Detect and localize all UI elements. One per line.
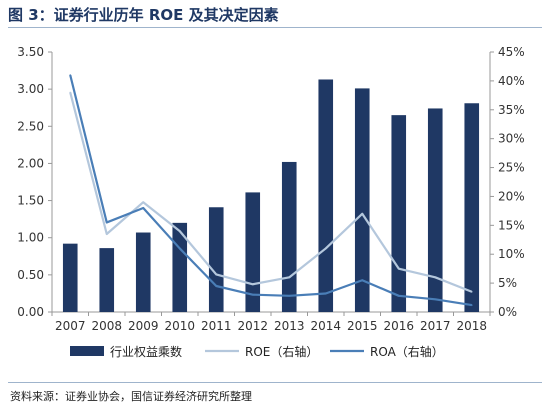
roe-point xyxy=(69,91,72,94)
x-tick-labels: 2007 2008 2009 2010 2011 2012 2013 2014 2015 2016… xyxy=(55,319,487,333)
left-tick-label: 2.00 xyxy=(17,156,44,170)
x-tick-label: 2015 xyxy=(347,319,378,333)
right-tick-label: 45% xyxy=(498,45,525,59)
right-tick-label: 40% xyxy=(498,74,525,88)
roa-point xyxy=(178,247,181,250)
left-tick-label: 1.00 xyxy=(17,231,44,245)
roe-point xyxy=(434,276,437,279)
right-tick-label: 10% xyxy=(498,247,525,261)
x-tick-label: 2017 xyxy=(420,319,451,333)
x-tick-label: 2008 xyxy=(91,319,122,333)
legend-swatch-bar xyxy=(70,346,104,356)
left-tick-label: 3.00 xyxy=(17,82,44,96)
right-tick-label: 0% xyxy=(498,305,517,319)
roe-line xyxy=(69,92,473,293)
roa-point xyxy=(397,295,400,297)
source-divider xyxy=(8,382,542,383)
bar xyxy=(318,79,334,312)
bar xyxy=(135,232,151,312)
bar xyxy=(391,115,407,313)
roe-point xyxy=(215,273,218,276)
lines xyxy=(69,74,473,307)
roa-point xyxy=(434,298,437,301)
left-tick-label: 1.50 xyxy=(17,194,44,208)
left-tick-label: 3.50 xyxy=(17,45,44,59)
bar xyxy=(62,243,78,312)
roa-point xyxy=(470,304,473,306)
axes: 0.00 0.50 1.00 1.50 2.00 2.50 3.00 3.50 0% 5% 10% 1… xyxy=(17,45,524,319)
bar xyxy=(427,108,443,312)
roa-point xyxy=(69,74,72,76)
legend: 行业权益乘数 ROE（右轴） ROA（右轴） xyxy=(70,344,444,359)
roa-point xyxy=(324,292,327,295)
x-tick-label: 2012 xyxy=(237,319,268,333)
bar xyxy=(281,161,297,312)
roe-point xyxy=(251,283,254,286)
source-note: 资料来源：证券业协会，国信证券经济研究所整理 xyxy=(10,390,252,403)
title-bar: 图 3：证券行业历年 ROE 及其决定因素 xyxy=(0,0,550,30)
x-tick-label: 2016 xyxy=(383,319,414,333)
legend-label: 行业权益乘数 xyxy=(110,344,182,359)
roe-point xyxy=(105,233,108,235)
x-tick-label: 2018 xyxy=(456,319,487,333)
roe-point xyxy=(397,267,400,270)
x-tick-label: 2009 xyxy=(128,319,159,333)
chart: 0.00 0.50 1.00 1.50 2.00 2.50 3.00 3.50 0% 5% 10% 1… xyxy=(17,45,524,359)
bars xyxy=(62,79,480,313)
right-tick-label: 25% xyxy=(498,161,525,175)
chart-title: 图 3：证券行业历年 ROE 及其决定因素 xyxy=(8,6,279,24)
x-tick-label: 2010 xyxy=(164,319,195,333)
roa-line xyxy=(69,74,472,307)
x-tick-label: 2007 xyxy=(55,319,86,333)
x-tick-label: 2014 xyxy=(310,319,341,333)
bar xyxy=(354,88,370,313)
legend-label: ROE（右轴） xyxy=(245,344,318,359)
roe-point xyxy=(142,201,145,204)
roa-point xyxy=(361,279,364,282)
bar xyxy=(245,192,261,312)
right-tick-label: 15% xyxy=(498,218,525,232)
legend-label: ROA（右轴） xyxy=(370,344,444,359)
roa-point xyxy=(251,293,254,296)
x-tick-label: 2013 xyxy=(274,319,305,333)
roe-point xyxy=(361,212,364,215)
right-tick-label: 35% xyxy=(498,103,525,117)
roa-point xyxy=(215,285,218,287)
title-divider xyxy=(8,27,542,28)
roa-point xyxy=(142,207,145,209)
left-tick-label: 0.00 xyxy=(17,305,44,319)
right-tick-label: 5% xyxy=(498,276,517,290)
roe-point xyxy=(470,290,473,293)
right-tick-label: 20% xyxy=(498,189,525,203)
x-tick-label: 2011 xyxy=(201,319,232,333)
roe-point xyxy=(178,230,181,232)
left-tick-label: 0.50 xyxy=(17,268,44,282)
roe-point xyxy=(324,247,327,250)
roe-point xyxy=(288,276,291,279)
left-tick-label: 2.50 xyxy=(17,119,44,133)
bar xyxy=(464,103,480,312)
bar xyxy=(208,207,224,312)
right-tick-label: 30% xyxy=(498,132,525,146)
bar xyxy=(99,248,115,312)
roa-point xyxy=(105,221,108,224)
roa-point xyxy=(288,295,291,297)
